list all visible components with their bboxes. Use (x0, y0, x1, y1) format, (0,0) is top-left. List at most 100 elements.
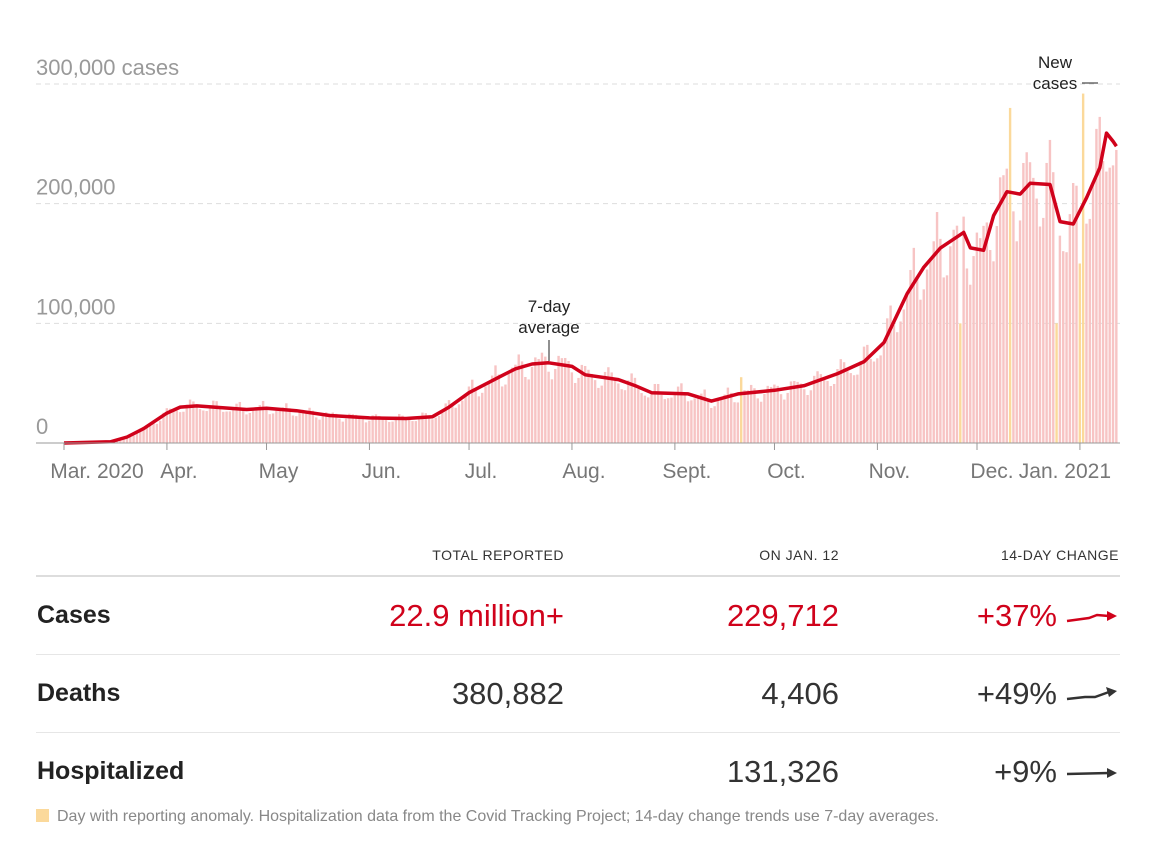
bar (1095, 128, 1098, 444)
bar (909, 269, 912, 443)
x-tick-label: Nov. (869, 460, 911, 483)
bar (1035, 198, 1038, 443)
bar (384, 419, 388, 443)
y-tick-label: 200,000 (36, 175, 116, 200)
x-tick-label: Dec. (970, 460, 1013, 483)
bar (245, 414, 248, 443)
bar (122, 437, 125, 443)
bar (487, 382, 491, 443)
bar (680, 383, 683, 443)
bar (806, 395, 809, 443)
bar (295, 416, 298, 443)
x-tick-label: Jul. (465, 460, 498, 483)
bar (477, 396, 481, 443)
bar (902, 309, 906, 443)
average-line (63, 131, 1118, 445)
bar (690, 400, 693, 443)
bar (411, 421, 414, 443)
bar (773, 384, 776, 443)
bar (441, 411, 444, 443)
bar (1078, 263, 1082, 443)
bar (321, 415, 325, 443)
bar (1068, 214, 1072, 443)
bar (746, 390, 750, 443)
bar (1012, 211, 1015, 443)
bar (647, 397, 650, 443)
bar (381, 417, 384, 443)
bar (700, 393, 703, 443)
bar (892, 324, 896, 443)
bar (139, 428, 142, 443)
bar (650, 392, 653, 443)
bar (1101, 161, 1105, 443)
bar (730, 392, 733, 443)
bar (152, 423, 155, 443)
bar (404, 419, 408, 443)
bar (517, 354, 520, 443)
bar (720, 397, 723, 443)
bar (739, 377, 743, 443)
bar (935, 212, 939, 443)
bar (713, 406, 716, 443)
bar (567, 361, 570, 443)
bar (215, 401, 218, 443)
bar (192, 401, 195, 443)
bar (593, 380, 597, 443)
bar (132, 435, 135, 443)
bar (915, 276, 919, 443)
bar (334, 413, 338, 443)
bar (288, 408, 291, 443)
bar (398, 413, 401, 443)
bar (1048, 139, 1052, 444)
bar (301, 409, 305, 443)
bar (530, 366, 534, 443)
trend-arrow-icon (1066, 611, 1117, 623)
bar (248, 412, 252, 443)
bar (178, 412, 182, 443)
x-tick-label: Apr. (160, 460, 197, 483)
y-tick-label: 0 (36, 414, 48, 439)
bar (371, 415, 374, 443)
bar (544, 356, 547, 443)
bar (437, 415, 441, 443)
bar (627, 380, 630, 443)
bar (155, 423, 159, 443)
y-tick-label: 300,000 cases (36, 55, 179, 80)
bar (354, 414, 358, 443)
bar (341, 421, 344, 443)
bar (520, 361, 524, 443)
footnote-text: Day with reporting anomaly. Hospitalizat… (57, 808, 939, 825)
bar (1052, 172, 1055, 444)
bar (633, 377, 637, 443)
bar (949, 246, 952, 443)
bar (318, 419, 321, 443)
bar (912, 247, 916, 443)
bar (660, 394, 663, 443)
bar (899, 321, 902, 443)
bar (1075, 185, 1078, 444)
bar (338, 418, 341, 443)
bar (135, 433, 139, 443)
bar (587, 369, 590, 443)
bar (208, 406, 212, 443)
bar (119, 438, 122, 443)
bar (723, 394, 726, 443)
bar (378, 415, 381, 443)
bar (434, 417, 437, 443)
bar (607, 367, 610, 443)
bar (922, 289, 925, 443)
bar (710, 407, 713, 443)
bar (524, 377, 527, 443)
bar (238, 401, 242, 443)
bar (500, 386, 504, 443)
bar (391, 421, 394, 443)
bar (600, 385, 603, 443)
bar (640, 393, 643, 443)
bar (637, 389, 640, 443)
bar (285, 403, 288, 443)
trend-arrow-icon (1066, 687, 1117, 701)
bar (819, 374, 823, 443)
bar (663, 399, 667, 443)
bar (1055, 323, 1058, 443)
bar (1022, 162, 1025, 443)
